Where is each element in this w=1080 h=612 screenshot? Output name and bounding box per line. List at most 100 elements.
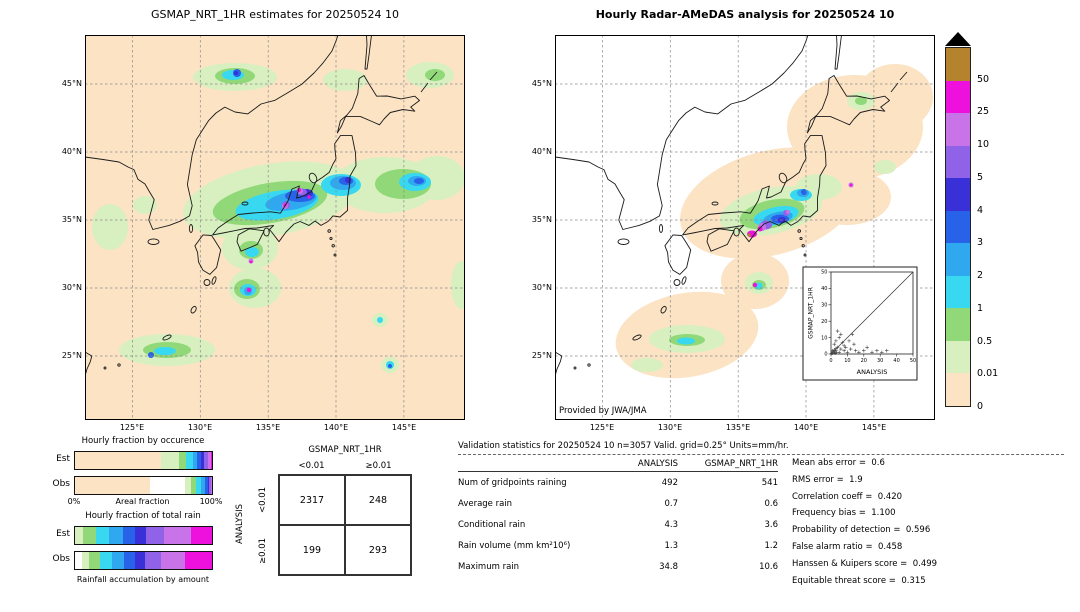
scatter-point bbox=[880, 350, 884, 355]
scatter-point bbox=[833, 351, 837, 355]
svg-text:0: 0 bbox=[829, 358, 832, 364]
stat-line: Frequency bias = 1.100 bbox=[792, 508, 896, 519]
svg-text:30: 30 bbox=[877, 358, 883, 364]
scatter-point bbox=[839, 332, 843, 337]
contingency-cell: 2317 bbox=[279, 475, 345, 525]
scatter-point bbox=[845, 350, 850, 355]
colorbar-segment bbox=[946, 243, 970, 276]
svg-text:10: 10 bbox=[821, 335, 827, 341]
inset-xlabel: ANALYSIS bbox=[857, 368, 888, 376]
bar-segment-cyan bbox=[95, 527, 110, 544]
colorbar-tick-label: 0 bbox=[977, 401, 984, 412]
scatter-point bbox=[834, 346, 838, 351]
xaxis-max-label: 100% bbox=[199, 497, 223, 506]
colorbar-segment bbox=[946, 178, 970, 211]
validation-title: Validation statistics for 20250524 10 n=… bbox=[458, 441, 789, 451]
lat-tick: 40°N bbox=[531, 147, 552, 156]
validation-table: ANALYSIS GSMAP_NRT_1HR Num of gridpoints… bbox=[458, 455, 778, 589]
gsmap-value: 3.6 bbox=[764, 519, 778, 530]
validation-row: Conditional rain 4.3 3.6 bbox=[458, 514, 778, 535]
bar-segment-magenta bbox=[210, 452, 212, 469]
colorbar-segment bbox=[946, 80, 970, 114]
scatter-point bbox=[870, 350, 874, 355]
bar-segment-green bbox=[179, 452, 186, 469]
colorbar-tick-label: 0.01 bbox=[977, 368, 999, 380]
scatter-point bbox=[865, 345, 869, 350]
left-map-title: GSMAP_NRT_1HR estimates for 20250524 10 bbox=[150, 8, 400, 21]
bar-segment-purple bbox=[209, 477, 211, 494]
lat-tick: 35°N bbox=[531, 215, 552, 224]
colorbar-tick-label: 3 bbox=[977, 237, 984, 249]
colorbar-segment bbox=[946, 145, 970, 179]
stat-line: RMS error = 1.9 bbox=[792, 474, 863, 485]
bar-segment-darkblue bbox=[135, 552, 145, 569]
bar-segment-orchid bbox=[161, 552, 185, 569]
lat-tick: 45°N bbox=[61, 79, 82, 88]
colorbar-segment bbox=[946, 373, 970, 407]
row-label-obs: Obs bbox=[52, 479, 71, 489]
bar-segment-orchid bbox=[210, 477, 212, 494]
contingency-row-label: ≥0.01 bbox=[258, 537, 268, 565]
bar-segment-lightblue bbox=[192, 452, 197, 469]
inset-scatter-plot: 0 10 20 30 40 50 0 10 20 30 40 50 GSMAP_… bbox=[802, 266, 918, 381]
colorbar bbox=[945, 47, 971, 407]
lon-tick: 140°E bbox=[323, 423, 349, 432]
row-label: Average rain bbox=[458, 498, 513, 509]
gsmap-value: 1.2 bbox=[764, 540, 778, 551]
stat-line: Correlation coeff = 0.420 bbox=[792, 491, 903, 502]
svg-text:10: 10 bbox=[844, 358, 850, 364]
bar-segment-blue bbox=[124, 552, 136, 569]
bar-segment-palegreen bbox=[75, 527, 84, 544]
analysis-value: 492 bbox=[661, 477, 678, 488]
scatter-point bbox=[847, 339, 851, 343]
colorbar-labels: 50 25 10 5 4 3 2 1 0.5 0.01 0 bbox=[977, 47, 1007, 412]
scatter-point bbox=[835, 345, 840, 350]
scatter-point bbox=[850, 332, 855, 337]
inset-ylabel: GSMAP_NRT_1HR bbox=[808, 287, 815, 339]
row-label-est: Est bbox=[56, 529, 70, 539]
bar-segment-lightblue bbox=[201, 477, 206, 494]
bar-segment-lightblue bbox=[109, 527, 123, 544]
stat-line: Hanssen & Kuipers score = 0.499 bbox=[792, 558, 938, 569]
bar-segment-palegreen bbox=[184, 477, 192, 494]
colorbar-segment bbox=[946, 210, 970, 244]
row-label-est: Est bbox=[56, 454, 70, 464]
scatter-point bbox=[837, 350, 841, 355]
totalrain-bar-obs bbox=[74, 551, 213, 570]
bar-segment-purple bbox=[146, 527, 164, 544]
scatter-point bbox=[857, 350, 861, 355]
bar-segment-lightblue bbox=[111, 552, 125, 569]
row-label: Rain volume (mm km²10⁶) bbox=[458, 540, 571, 551]
gsmap-map-border bbox=[85, 35, 465, 420]
totalrain-bar-est bbox=[74, 526, 213, 545]
gsmap-value: 0.6 bbox=[764, 498, 778, 509]
occurrence-bar-obs bbox=[74, 476, 213, 495]
validation-col-header-gsmap: GSMAP_NRT_1HR bbox=[704, 459, 778, 469]
colorbar-segment bbox=[946, 113, 970, 146]
lon-tick: 140°E bbox=[793, 423, 819, 432]
analysis-value: 0.7 bbox=[664, 498, 678, 509]
bar-segment-palegreen bbox=[161, 452, 180, 469]
scatter-point bbox=[884, 348, 889, 353]
bar-segment-cyan bbox=[99, 552, 112, 569]
bar-segment-purple bbox=[144, 552, 162, 569]
scatter-point bbox=[842, 348, 846, 353]
lat-tick: 45°N bbox=[531, 79, 552, 88]
bar-segment-blue bbox=[122, 527, 136, 544]
bar-segment-white bbox=[150, 477, 185, 494]
colorbar-segment bbox=[946, 275, 970, 309]
scatter-point bbox=[832, 342, 837, 346]
bar-segment-darkblue bbox=[207, 477, 210, 494]
lat-tick: 25°N bbox=[61, 351, 82, 360]
scatter-point bbox=[842, 344, 846, 348]
contingency-row-header: ANALYSIS bbox=[235, 503, 245, 545]
score-list: Mean abs error = 0.6 RMS error = 1.9 Cor… bbox=[792, 455, 937, 589]
lat-tick: 40°N bbox=[61, 147, 82, 156]
svg-text:50: 50 bbox=[821, 270, 827, 276]
contingency-cell: 248 bbox=[345, 475, 411, 525]
lat-tick: 25°N bbox=[531, 351, 552, 360]
lat-tick: 30°N bbox=[61, 283, 82, 292]
scatter-point bbox=[835, 329, 840, 333]
lon-tick: 130°E bbox=[657, 423, 683, 432]
analysis-value: 1.3 bbox=[664, 540, 678, 551]
